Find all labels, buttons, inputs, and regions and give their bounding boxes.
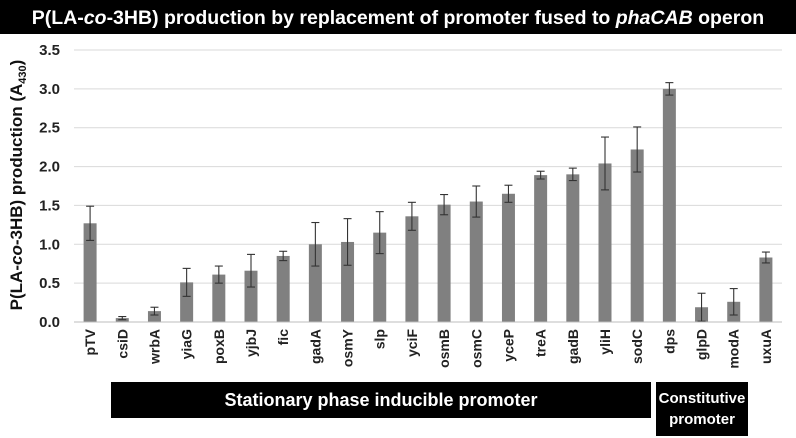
error-bar-csiD [118,316,127,321]
y-axis-label: P(LA-co-3HB) production (A430) [7,60,29,311]
x-tick-label: gadB [565,329,581,364]
stationary-group-label: Stationary phase inducible promoter [224,390,537,410]
x-tick-label: modA [726,329,742,369]
error-bar-osmC [472,185,481,218]
constitutive-group-label: Constitutive [659,390,746,407]
bar-poxB [212,274,226,322]
bar-treA [534,175,548,322]
bar-gadB [566,174,580,322]
y-tick-label: 1.0 [39,236,60,253]
error-bar-treA [536,170,545,180]
x-tick-label: yceP [500,329,516,362]
bar-yceP [501,193,515,322]
error-bar-gadB [568,167,577,182]
bar-wrbA [147,311,161,322]
x-tick-label: osmC [468,329,484,368]
y-tick-label: 1.5 [39,197,60,214]
stationary-group-banner [111,382,651,418]
error-bar-yiaG [182,267,191,297]
x-tick-label: yiaG [179,329,195,359]
bar-slp [373,232,387,322]
bar-osmY [341,241,355,322]
bar-fic [276,255,290,322]
x-tick-labels: pTV csiD wrbA yiaG poxB yjbJ fic gadA osmY slp yci… [82,328,774,368]
x-tick-label: yciF [404,329,420,357]
bar-osmC [469,201,483,322]
error-bar-poxB [214,265,223,284]
x-tick-label: uxuA [758,329,774,364]
bar-yiaG [180,282,194,322]
y-tick-label: 2.5 [39,120,60,137]
x-tick-label: poxB [211,329,227,364]
x-tick-label: osmB [436,329,452,368]
error-bar-yjbJ [247,253,255,288]
error-bar-sodC [633,126,642,173]
bar-uxuA [759,257,773,322]
title-banner [0,0,796,34]
bar-pTV [83,223,97,322]
x-tick-label: yjbJ [243,329,259,357]
error-bar-pTV [86,205,95,241]
bar-gadA [308,244,322,322]
chart-title: P(LA-co-3HB) production by replacement o… [32,7,764,29]
error-bar-osmB [440,193,449,216]
x-tick-label: slp [372,329,388,349]
bars [83,88,773,322]
error-bar-slp [375,211,384,255]
error-bar-modA [729,288,738,316]
x-tick-label: dps [661,329,677,354]
error-bar-osmY [343,218,352,266]
x-tick-label: fic [275,329,291,346]
y-tick-label: 3.5 [39,42,60,59]
x-tick-label: treA [533,329,549,357]
x-tick-label: csiD [114,329,130,359]
y-tick-label: 0.5 [39,275,60,292]
error-bar-wrbA [150,306,159,316]
bar-osmB [437,204,451,322]
y-tick-label: 2.0 [39,159,60,176]
error-bar-dps [665,82,674,96]
y-tick-labels: 0.0 0.5 1.0 1.5 2.0 2.5 3.0 3.5 [39,42,60,331]
constitutive-group-label-line2: promoter [669,411,735,428]
error-bar-glpD [697,292,706,322]
error-bar-yciF [407,201,416,231]
bar-yliH [598,163,612,322]
x-tick-label: pTV [82,328,98,355]
x-tick-label: glpD [694,329,710,360]
bar-yciF [405,216,419,322]
error-bar-yliH [601,136,609,191]
x-tick-label: wrbA [146,329,162,365]
error-bar-uxuA [761,251,770,264]
constitutive-group-banner [656,382,748,436]
y-tick-label: 3.0 [39,81,60,98]
bar-dps [662,88,676,322]
x-tick-label: sodC [629,329,645,364]
error-bar-yceP [504,184,513,203]
bar-yjbJ [244,270,258,322]
error-bar-fic [279,250,288,262]
x-tick-label: gadA [307,329,323,364]
x-tick-label: osmY [340,328,356,367]
y-tick-label: 0.0 [39,314,60,331]
bar-sodC [630,149,644,322]
error-bars [86,82,770,322]
x-tick-label: yliH [597,329,613,355]
error-bar-gadA [311,221,320,267]
